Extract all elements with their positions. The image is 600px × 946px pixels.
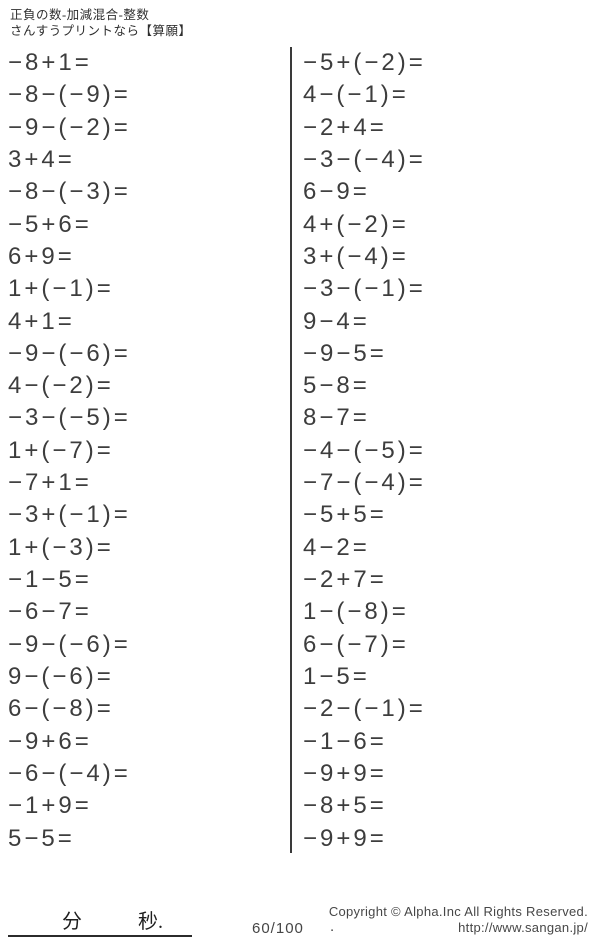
problem-right-10: −9−5=: [303, 339, 387, 367]
problem-left-2: −8−(−9)=: [8, 81, 131, 109]
problem-right-8: −3−(−1)=: [303, 275, 426, 303]
problem-left-15: −3+(−1)=: [8, 501, 131, 529]
problem-left-9: 4+1=: [8, 307, 75, 335]
problem-right-9: 9−4=: [303, 307, 370, 335]
problem-right-1: −5+(−2)=: [303, 49, 426, 76]
problem-count: 60/100: [252, 920, 304, 937]
column-divider-line: [290, 47, 292, 853]
problem-left-11: 4−(−2)=: [8, 372, 114, 400]
worksheet-title: 正負の数-加減混合-整数: [10, 8, 150, 22]
time-answer-line: 分 秒.: [8, 900, 192, 937]
worksheet-subtitle: さんすうプリントなら【算願】: [10, 24, 192, 38]
problem-right-17: −2+7=: [303, 566, 387, 593]
problem-left-1: −8+1=: [8, 49, 92, 76]
problem-right-4: −3−(−4)=: [303, 145, 426, 173]
problem-right-15: −5+5=: [303, 501, 387, 529]
problem-left-10: −9−(−6)=: [8, 339, 131, 367]
problem-left-23: −6−(−4)=: [8, 759, 131, 787]
problem-left-3: −9−(−2)=: [8, 113, 131, 141]
footer-dot: .: [330, 918, 335, 935]
problem-right-21: −2−(−1)=: [303, 695, 426, 723]
problem-right-13: −4−(−5)=: [303, 436, 426, 464]
problem-left-5: −8−(−3)=: [8, 178, 131, 206]
problem-left-22: −9+6=: [8, 727, 92, 755]
problem-left-18: −6−7=: [8, 598, 92, 626]
problem-right-22: −1−6=: [303, 727, 387, 755]
problem-left-24: −1+9=: [8, 792, 92, 820]
minutes-label: 分: [62, 911, 82, 933]
problem-left-19: −9−(−6)=: [8, 630, 131, 658]
problem-left-14: −7+1=: [8, 469, 92, 497]
worksheet-header: 正負の数-加減混合-整数 さんすうプリントなら【算願】: [10, 7, 192, 39]
problem-left-13: 1+(−7)=: [8, 436, 114, 464]
problem-right-24: −8+5=: [303, 792, 387, 820]
problem-left-8: 1+(−1)=: [8, 275, 114, 303]
problem-right-16: 4−2=: [303, 533, 370, 561]
problem-right-6: 4+(−2)=: [303, 210, 409, 238]
problem-left-21: 6−(−8)=: [8, 695, 114, 723]
problem-right-2: 4−(−1)=: [303, 81, 409, 109]
problem-right-3: −2+4=: [303, 113, 387, 141]
copyright-text: Copyright © Alpha.Inc All Rights Reserve…: [328, 904, 588, 919]
problem-right-12: 8−7=: [303, 404, 370, 432]
problem-left-25: 5−5=: [8, 824, 75, 852]
problems-column-left: −8+1= −8−(−9)= −9−(−2)= 3+4= −8−(−3)= −5+6= 6+…: [8, 47, 131, 855]
problem-left-12: −3−(−5)=: [8, 404, 131, 432]
problems-column-right: −5+(−2)= 4−(−1)= −2+4= −3−(−4)= 6−9= 4+(−2)= 3…: [303, 47, 426, 855]
problem-right-14: −7−(−4)=: [303, 469, 426, 497]
problem-left-7: 6+9=: [8, 242, 75, 270]
problem-right-5: 6−9=: [303, 178, 370, 206]
problem-left-17: −1−5=: [8, 566, 92, 593]
site-url: http://www.sangan.jp/: [458, 920, 588, 935]
problem-right-23: −9+9=: [303, 759, 387, 787]
problem-right-20: 1−5=: [303, 662, 370, 690]
problem-left-20: 9−(−6)=: [8, 662, 114, 690]
copyright-block: Copyright © Alpha.Inc All Rights Reserve…: [329, 904, 588, 936]
problem-right-18: 1−(−8)=: [303, 598, 409, 626]
problem-left-6: −5+6=: [8, 210, 92, 238]
problem-right-7: 3+(−4)=: [303, 242, 409, 270]
problem-right-11: 5−8=: [303, 372, 370, 400]
seconds-label: 秒.: [138, 911, 163, 933]
problem-right-19: 6−(−7)=: [303, 630, 409, 658]
problem-right-25: −9+9=: [303, 824, 387, 852]
problem-left-16: 1+(−3)=: [8, 533, 114, 561]
problem-left-4: 3+4=: [8, 145, 75, 173]
